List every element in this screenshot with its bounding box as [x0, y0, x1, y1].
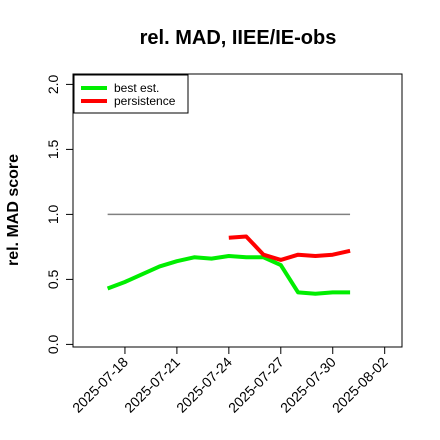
y-axis: 0.0 0.5 1.0 1.5 2.0 [45, 74, 73, 354]
y-tick-label: 2.0 [45, 74, 61, 94]
x-axis: 2025-07-182025-07-212025-07-242025-07-27… [69, 347, 391, 416]
chart-title: rel. MAD, IIEE/IE-obs [140, 27, 337, 49]
y-axis-label: rel. MAD score [5, 154, 22, 266]
y-tick-label: 0.0 [45, 334, 61, 354]
plot-frame [72, 73, 403, 348]
legend-box [73, 74, 189, 114]
series-line-persistence [228, 234, 351, 262]
y-tick-label: 1.0 [45, 204, 61, 224]
legend-label: persistence [114, 94, 176, 108]
series-line-best-est [106, 254, 351, 296]
y-tick-label: 1.5 [45, 139, 61, 159]
legend: best est.persistence [73, 74, 189, 114]
plot-area [106, 213, 351, 296]
y-tick-label: 0.5 [45, 269, 61, 289]
x-tick-label: 2025-08-02 [329, 354, 391, 416]
legend-label: best est. [114, 81, 159, 95]
